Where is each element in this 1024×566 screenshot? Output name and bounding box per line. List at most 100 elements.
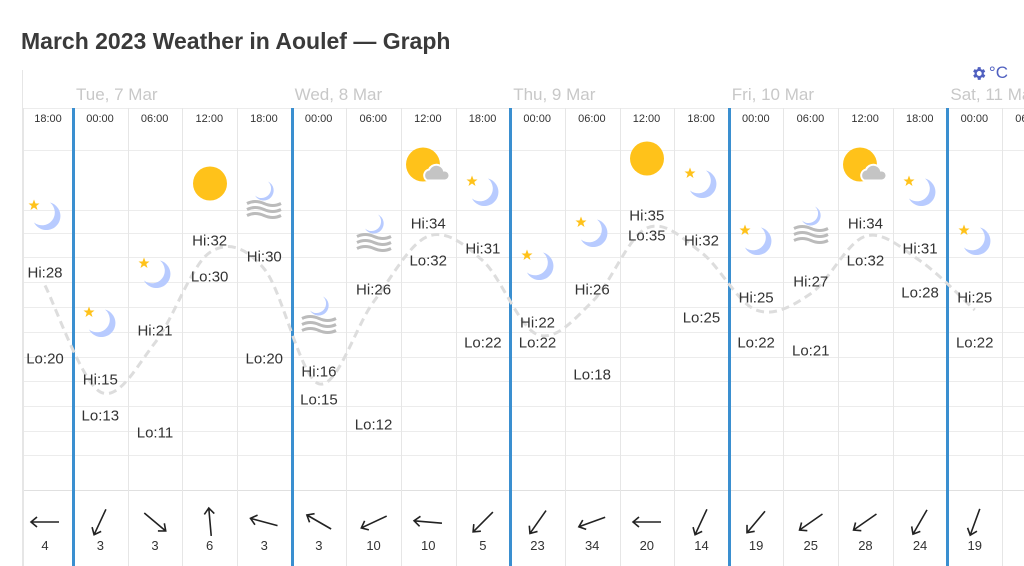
hi-label: Hi:31 [902,240,938,258]
column-line [564,108,566,566]
temperature-curve [43,224,976,396]
time-label: 12:00 [414,113,442,125]
lo-label: Lo:21 [791,342,830,360]
hi-label: Hi:32 [192,232,228,250]
partly-cloudy-icon [405,147,451,192]
sunny-icon [192,165,228,206]
hi-label: Hi:35 [629,207,665,225]
clear-night-icon [136,254,174,297]
time-label: 12:00 [632,113,661,125]
hi-label: Hi:31 [465,240,501,258]
wind-arrow-icon [683,504,719,545]
wind-arrow-icon [192,504,228,545]
time-label: 06:00 [796,113,825,125]
wind-arrow-icon [27,504,63,545]
time-label: 06:00 [1015,113,1024,125]
column-line [838,108,840,566]
hi-label: Hi:25 [738,289,774,307]
gridline [23,233,1024,234]
column-line [346,108,348,566]
hi-label: Hi:26 [574,281,610,299]
page-title: March 2023 Weather in Aoulef — Graph [21,28,451,54]
hi-label: Hi:16 [301,363,337,381]
time-label: 06:00 [359,113,388,125]
hi-label: Hi:27 [793,273,829,291]
gridline [23,257,1024,258]
wind-speed: 5 [479,538,487,553]
lo-label: Lo:28 [901,284,939,302]
gridline [23,455,1024,456]
clear-night-icon [464,172,502,215]
wind-speed: 24 [912,538,928,553]
day-label: Tue, 7 Mar [76,85,158,104]
wind-speed: 3 [151,538,159,553]
day-label: Fri, 10 Mar [731,85,814,104]
lo-label: Lo:22 [737,334,775,352]
lo-label: Lo:32 [846,252,885,270]
gridline [23,282,1024,283]
clear-night-icon [81,304,119,347]
lo-label: Lo:32 [409,252,447,270]
wind-arrow-icon [902,504,938,545]
gridline [23,332,1024,333]
time-label: 18:00 [905,113,934,125]
day-separator [946,108,950,566]
time-label: 00:00 [86,113,114,125]
wind-arrow-icon [738,504,774,545]
lo-label: Lo:20 [26,350,64,368]
wind-arrow-icon [137,504,173,545]
day-label: Thu, 9 Mar [513,85,596,104]
day-separator [727,108,731,566]
hi-label: Hi:32 [683,232,719,250]
column-line [619,108,621,566]
clear-night-icon [956,222,994,265]
gear-icon [973,66,986,80]
column-line [236,108,238,566]
clear-night-icon [519,246,557,289]
lo-label: Lo:22 [464,334,502,352]
fog-night-icon [244,180,284,225]
lo-label: Lo:25 [682,309,721,327]
unit-label: °C [988,63,1008,82]
lo-label: Lo:18 [573,366,611,384]
column-line [1002,108,1004,566]
day-label: Wed, 8 Mar [294,85,383,104]
wind-speed: 3 [315,538,323,553]
clear-night-icon [682,164,720,207]
day-separator [509,108,513,566]
gridline [23,210,1024,211]
time-label: 00:00 [523,113,551,125]
wind-speed: 28 [858,538,873,553]
wind-speed: 14 [694,538,709,553]
lo-label: Lo:35 [628,227,666,245]
gridline [23,150,1024,151]
wind-speed: 19 [748,538,764,553]
weather-graph: 18:00 00:00 06:00 12:00 18:00 00:00 06:00 12:00… [22,70,1024,566]
wind-speed: 19 [967,538,982,553]
lo-label: Lo:13 [81,407,120,425]
time-label: 00:00 [742,113,770,125]
wind-arrow-icon [574,504,610,545]
unit-toggle[interactable]: °C [970,63,1008,83]
fog-night-icon [354,212,394,257]
wind-speed: 4 [41,538,49,553]
wind-arrow-icon [629,504,665,545]
column-line [455,108,457,566]
time-label: 18:00 [250,113,278,125]
time-label: 06:00 [140,113,169,125]
wind-speed: 10 [420,538,436,553]
wind-arrow-icon [410,504,446,545]
wind-speed: 34 [584,538,600,553]
gridline [23,406,1024,407]
clear-night-icon [901,172,939,215]
column-line [400,108,402,566]
column-line [23,108,24,566]
lo-label: Lo:15 [300,391,338,409]
lo-label: Lo:22 [955,334,994,352]
column-line [674,108,676,566]
wind-arrow-icon [356,504,392,545]
time-label: 00:00 [960,113,989,125]
hi-label: Hi:22 [520,314,556,332]
column-line [783,108,785,566]
wind-speed: 23 [530,538,545,553]
